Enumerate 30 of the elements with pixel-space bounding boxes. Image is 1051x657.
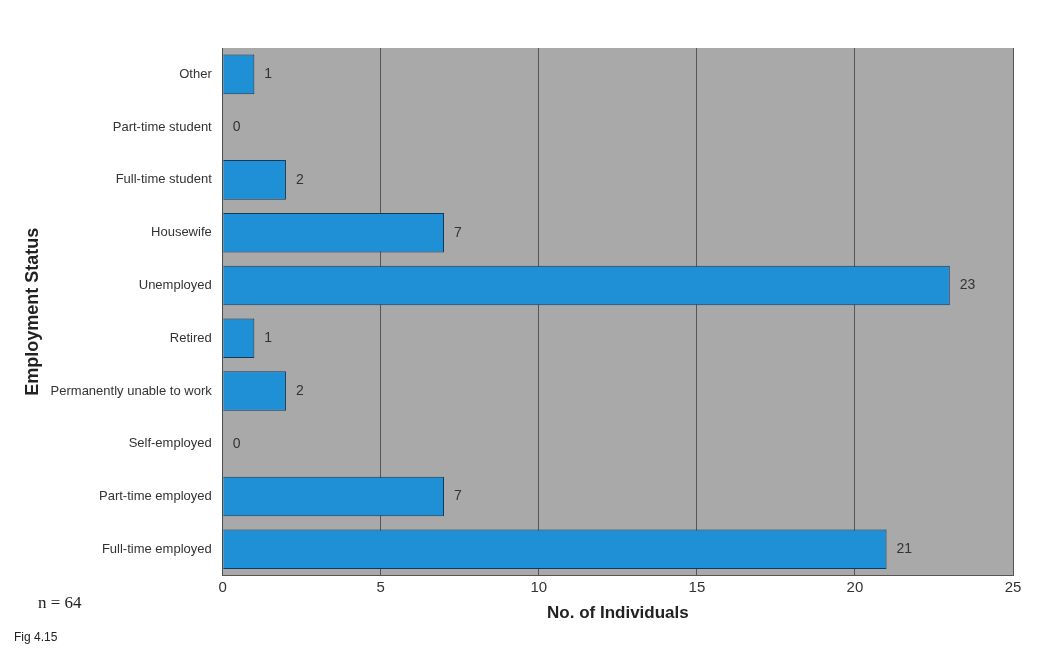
y-tick-label: Retired: [169, 329, 212, 345]
x-tick-label: 10: [530, 577, 548, 595]
data-label: 21: [896, 540, 913, 557]
data-label: 7: [454, 223, 463, 240]
data-label: 1: [264, 65, 273, 82]
y-tick-label: Self-employed: [128, 435, 212, 451]
x-tick-label: 25: [1004, 577, 1022, 595]
y-tick-label: Full-time student: [115, 171, 213, 187]
data-label: 0: [232, 434, 241, 451]
y-tick-label: Permanently unable to work: [50, 382, 213, 398]
data-label: 23: [959, 276, 976, 293]
y-tick-label: Part-time employed: [99, 488, 212, 504]
y-tick-label: Unemployed: [138, 277, 212, 292]
x-tick-label: 0: [218, 577, 227, 595]
data-label: 7: [454, 487, 463, 504]
data-label: 1: [264, 329, 273, 346]
y-tick-label: Other: [179, 65, 213, 81]
y-axis-title: Employment Status: [21, 227, 42, 396]
y-tick-label: Full-time employed: [101, 540, 212, 556]
data-label: 2: [295, 170, 304, 187]
x-axis-title: No. of Individuals: [547, 603, 689, 623]
x-tick-label: 20: [846, 577, 864, 595]
y-tick-label: Part-time student: [112, 118, 213, 134]
x-tick-label: 5: [376, 577, 385, 595]
text: n = 64: [38, 593, 83, 613]
caption: Fig 4.15: [14, 630, 58, 645]
x-tick-label: 15: [688, 577, 706, 595]
y-tick-label: Housewife: [151, 224, 212, 240]
data-label: 0: [232, 118, 241, 134]
data-label: 2: [295, 381, 304, 398]
